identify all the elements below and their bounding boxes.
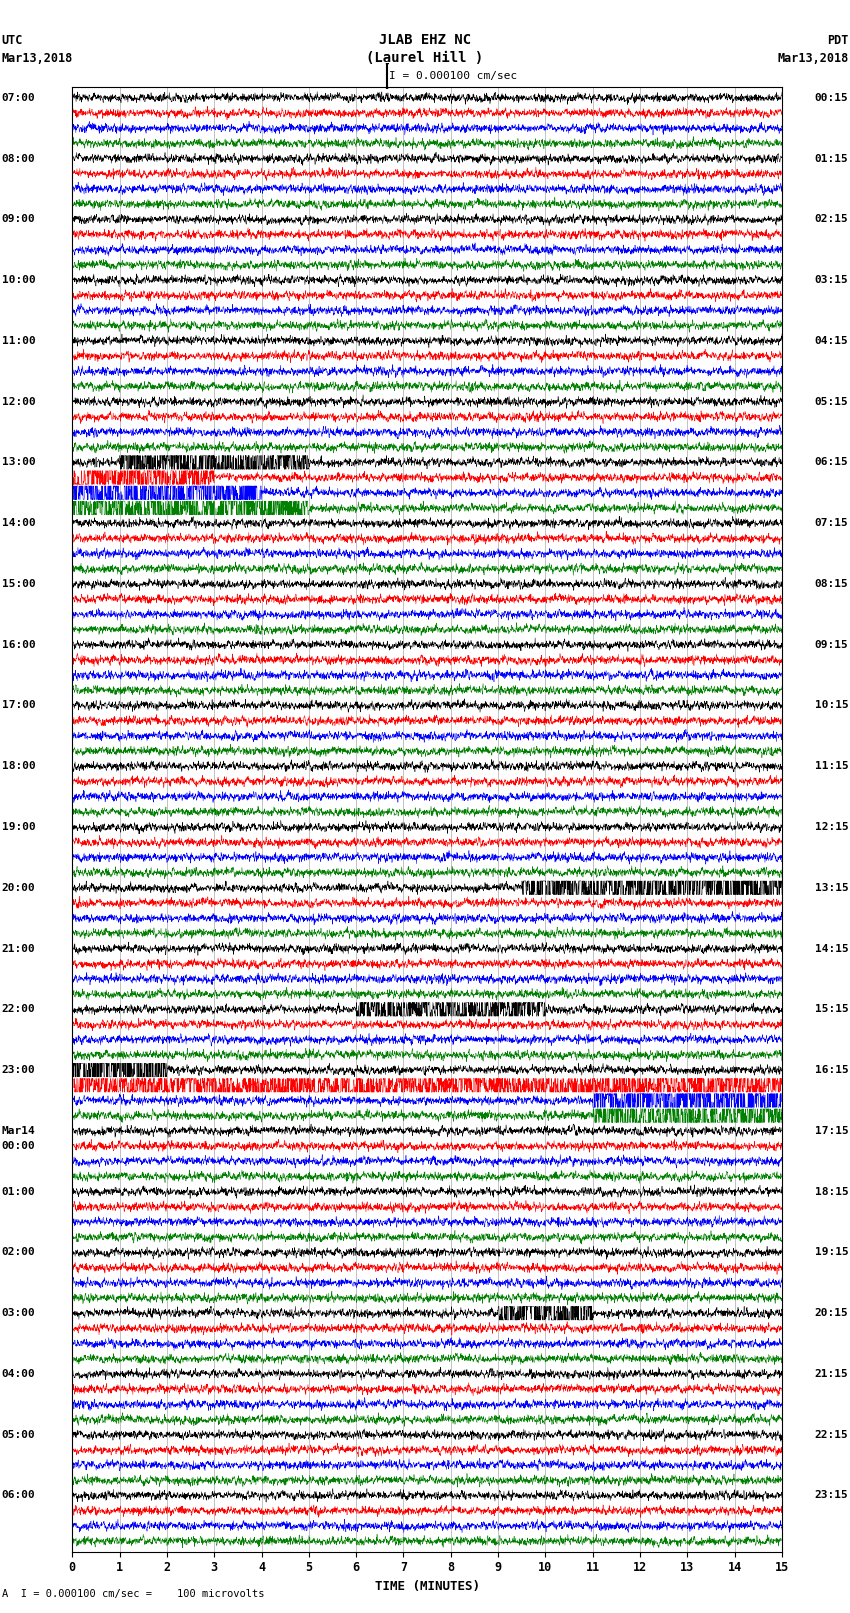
Text: 03:15: 03:15: [814, 276, 848, 286]
Text: 19:15: 19:15: [814, 1247, 848, 1258]
Text: 13:15: 13:15: [814, 882, 848, 892]
Text: A  I = 0.000100 cm/sec =    100 microvolts: A I = 0.000100 cm/sec = 100 microvolts: [2, 1589, 264, 1598]
Text: 15:15: 15:15: [814, 1005, 848, 1015]
Text: 15:00: 15:00: [2, 579, 36, 589]
Text: 22:15: 22:15: [814, 1429, 848, 1440]
Text: Mar13,2018: Mar13,2018: [2, 52, 73, 65]
Text: 16:00: 16:00: [2, 640, 36, 650]
Text: 04:15: 04:15: [814, 336, 848, 345]
Text: PDT: PDT: [827, 34, 848, 47]
Text: UTC: UTC: [2, 34, 23, 47]
Text: 23:15: 23:15: [814, 1490, 848, 1500]
Text: 08:15: 08:15: [814, 579, 848, 589]
Text: Mar14: Mar14: [2, 1126, 36, 1136]
Text: 07:15: 07:15: [814, 518, 848, 527]
Text: 00:15: 00:15: [814, 92, 848, 103]
Text: 06:00: 06:00: [2, 1490, 36, 1500]
Text: 17:00: 17:00: [2, 700, 36, 710]
Text: 11:00: 11:00: [2, 336, 36, 345]
Text: 13:00: 13:00: [2, 458, 36, 468]
Text: Mar13,2018: Mar13,2018: [777, 52, 848, 65]
Text: JLAB EHZ NC: JLAB EHZ NC: [379, 34, 471, 47]
Text: 17:15: 17:15: [814, 1126, 848, 1136]
Text: 03:00: 03:00: [2, 1308, 36, 1318]
Text: 09:15: 09:15: [814, 640, 848, 650]
Text: 18:00: 18:00: [2, 761, 36, 771]
Text: 10:15: 10:15: [814, 700, 848, 710]
Text: 04:00: 04:00: [2, 1369, 36, 1379]
Text: 07:00: 07:00: [2, 92, 36, 103]
Text: 21:15: 21:15: [814, 1369, 848, 1379]
Text: 21:00: 21:00: [2, 944, 36, 953]
Text: 01:15: 01:15: [814, 153, 848, 163]
Text: 12:00: 12:00: [2, 397, 36, 406]
Text: 08:00: 08:00: [2, 153, 36, 163]
Text: 20:00: 20:00: [2, 882, 36, 892]
Text: 05:15: 05:15: [814, 397, 848, 406]
Text: 19:00: 19:00: [2, 823, 36, 832]
Text: 02:15: 02:15: [814, 215, 848, 224]
Text: 11:15: 11:15: [814, 761, 848, 771]
Text: 12:15: 12:15: [814, 823, 848, 832]
Text: 02:00: 02:00: [2, 1247, 36, 1258]
Text: 06:15: 06:15: [814, 458, 848, 468]
Text: 14:15: 14:15: [814, 944, 848, 953]
Text: 05:00: 05:00: [2, 1429, 36, 1440]
Text: 01:00: 01:00: [2, 1187, 36, 1197]
Text: 23:00: 23:00: [2, 1065, 36, 1076]
Text: 00:00: 00:00: [2, 1140, 36, 1152]
Text: 16:15: 16:15: [814, 1065, 848, 1076]
Text: 09:00: 09:00: [2, 215, 36, 224]
Text: 10:00: 10:00: [2, 276, 36, 286]
X-axis label: TIME (MINUTES): TIME (MINUTES): [375, 1581, 479, 1594]
Text: 18:15: 18:15: [814, 1187, 848, 1197]
Text: I = 0.000100 cm/sec: I = 0.000100 cm/sec: [389, 71, 518, 81]
Text: 22:00: 22:00: [2, 1005, 36, 1015]
Text: (Laurel Hill ): (Laurel Hill ): [366, 52, 484, 65]
Text: 14:00: 14:00: [2, 518, 36, 527]
Text: 20:15: 20:15: [814, 1308, 848, 1318]
